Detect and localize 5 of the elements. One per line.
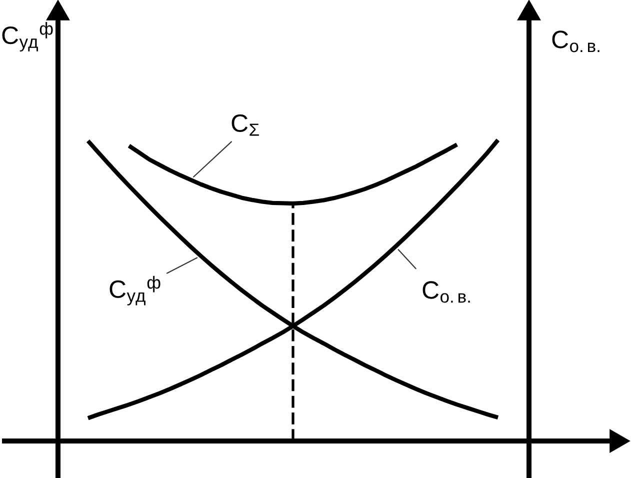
series-label: С$_{о.в.}$ (422, 281, 470, 303)
y2-axis-title: С$_{о.в.}$ (552, 30, 600, 52)
y-axis-title: С$_{уд}$$^{ф}$ (2, 22, 53, 52)
text: С$_{Σ}$ (232, 114, 259, 136)
series-label: С$_{уд}$$^{ф}$ (110, 276, 160, 306)
